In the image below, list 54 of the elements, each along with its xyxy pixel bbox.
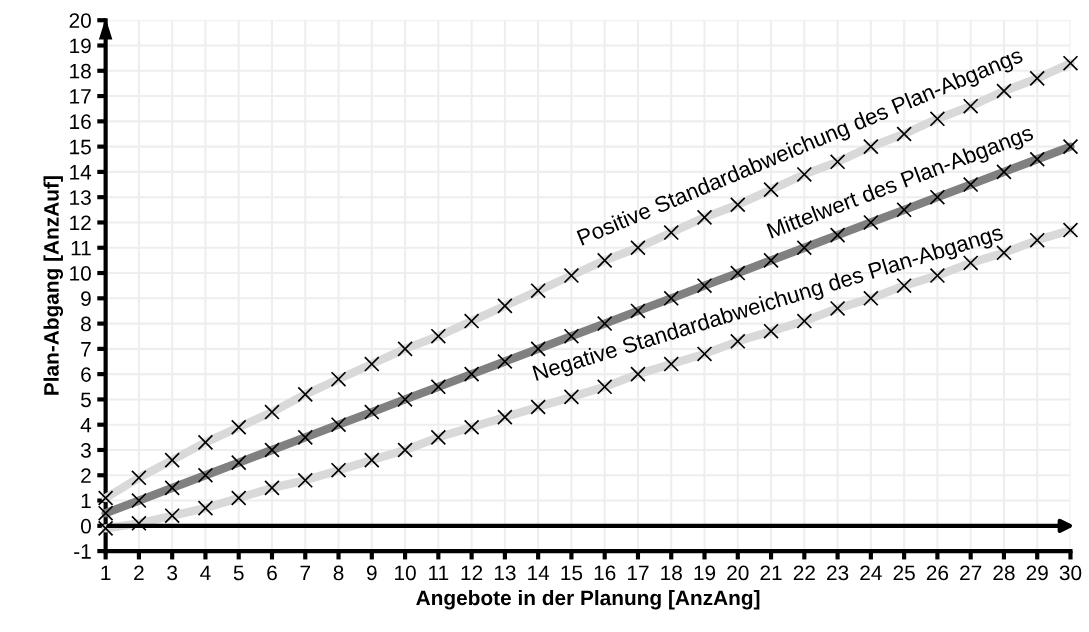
x-tick-label: 30: [1059, 565, 1082, 581]
y-tick-label: 17: [70, 89, 91, 104]
y-tick-label: 6: [81, 367, 91, 382]
x-tick-label: 18: [661, 565, 682, 581]
y-tick-label: 8: [81, 316, 91, 332]
x-tick-label: 27: [960, 565, 982, 581]
x-tick-label: 29: [1026, 565, 1048, 581]
x-tick-label: 23: [827, 565, 849, 581]
x-tick-label: 9: [366, 565, 377, 581]
x-tick-label: 8: [333, 565, 344, 581]
y-tick-label: 14: [70, 165, 92, 180]
x-tick-label: 22: [793, 565, 815, 581]
x-tick-label: 19: [694, 565, 716, 581]
y-tick-label: 12: [70, 215, 91, 231]
x-tick-label: 11: [429, 565, 449, 581]
x-tick-label: 24: [860, 565, 882, 581]
y-tick-label: 11: [71, 240, 91, 256]
x-tick-label: 12: [461, 565, 483, 581]
y-tick-label: 18: [70, 63, 91, 79]
y-tick-label: 13: [70, 190, 91, 205]
x-tick-label: 10: [395, 565, 416, 581]
x-tick-label: 28: [993, 565, 1015, 581]
x-tick-label: 4: [200, 565, 211, 581]
x-tick-label: 13: [494, 565, 516, 581]
y-tick-label: 2: [81, 468, 91, 483]
x-tick-label: 26: [926, 565, 949, 581]
x-tick-label: 16: [594, 565, 616, 581]
x-tick-label: 7: [300, 565, 311, 581]
x-tick-label: 20: [727, 565, 749, 581]
x-tick-label: 17: [627, 565, 649, 581]
x-tick-label: 25: [893, 565, 915, 581]
x-axis-title: Angebote in der Planung [AnzAng]: [416, 589, 760, 610]
y-tick-label: -1: [74, 544, 91, 559]
y-tick-label: 10: [70, 266, 91, 281]
x-tick-label: 6: [267, 565, 277, 581]
x-tick-label: 1: [101, 565, 111, 581]
y-tick-label: 5: [80, 392, 91, 408]
y-axis-title: Plan-Abgang [AnzAuf]: [43, 176, 64, 395]
x-tick-label: 3: [167, 565, 178, 581]
y-tick-label: 0: [80, 518, 91, 534]
y-tick-label: 20: [69, 13, 91, 28]
y-tick-label: 4: [80, 417, 92, 433]
y-tick-label: 1: [81, 493, 91, 509]
x-tick-label: 15: [561, 565, 583, 581]
y-tick-label: 16: [70, 114, 91, 130]
y-tick-label: 9: [81, 291, 91, 307]
y-tick-label: 19: [70, 38, 91, 54]
y-tick-label: 15: [70, 139, 91, 155]
y-tick-label: 3: [80, 442, 91, 458]
x-tick-label: 2: [134, 565, 144, 581]
x-tick-label: 5: [233, 565, 244, 581]
y-tick-label: 7: [81, 342, 91, 357]
x-tick-label: 14: [528, 565, 550, 581]
x-tick-label: 21: [760, 565, 782, 581]
